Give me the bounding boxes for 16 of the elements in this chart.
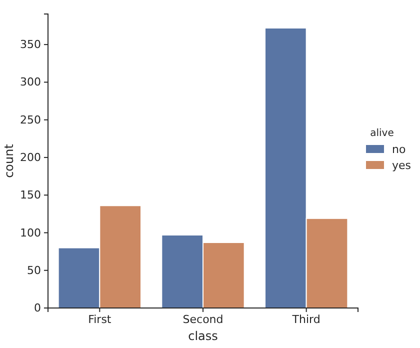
y-tick-label: 200: [20, 150, 41, 164]
y-tick-label: 300: [20, 76, 41, 89]
legend-title: alive: [370, 128, 394, 139]
y-tick-label: 250: [20, 113, 41, 126]
x-tick-label: Second: [182, 312, 224, 326]
legend-label: no: [392, 143, 406, 156]
x-tick-label: Third: [291, 312, 320, 326]
x-axis-title: class: [188, 329, 218, 343]
legend-label: yes: [392, 159, 412, 172]
y-tick-label: 0: [34, 302, 41, 315]
y-axis-title: count: [2, 144, 16, 178]
y-tick-label: 150: [20, 188, 41, 202]
x-tick-label: First: [88, 312, 112, 326]
y-tick-label: 350: [20, 38, 41, 52]
y-tick-label: 100: [20, 226, 41, 240]
y-tick-label: 50: [27, 264, 41, 277]
